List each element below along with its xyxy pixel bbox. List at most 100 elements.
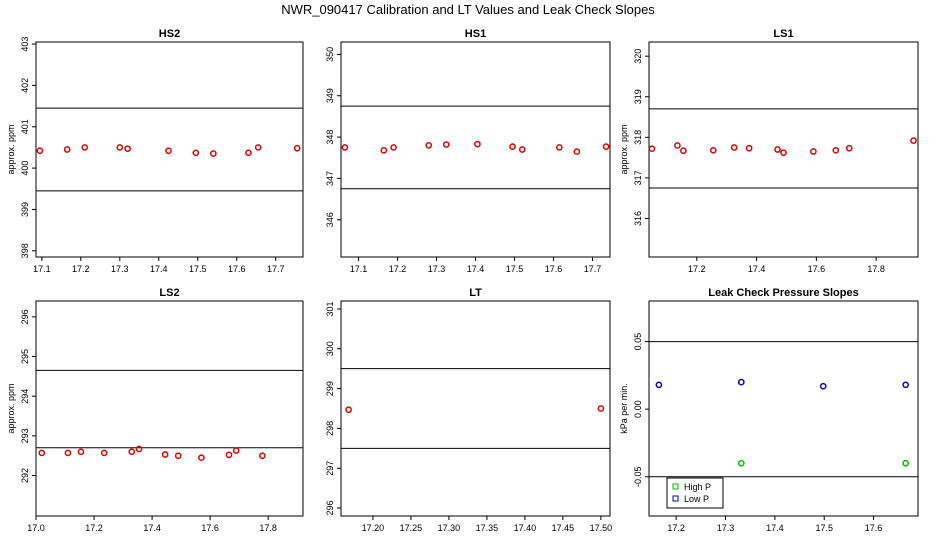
data-point: [674, 142, 681, 149]
x-tick-label: 17.1: [350, 264, 368, 274]
data-point: [655, 381, 663, 389]
data-point: [174, 452, 182, 460]
y-tick-label: 316: [633, 211, 643, 226]
data-point: [832, 146, 840, 154]
data-point: [745, 144, 753, 152]
data-point: [910, 137, 917, 144]
data-point: [128, 448, 136, 456]
y-tick-label: 401: [20, 119, 30, 134]
legend-label: High P: [684, 482, 711, 492]
data-point: [680, 147, 687, 155]
x-tick-label: 17.3: [428, 264, 446, 274]
data-point: [341, 144, 349, 151]
panel-title: LS2: [159, 287, 179, 299]
y-axis-label: approx. ppm: [6, 383, 16, 433]
x-tick-label: 17.3: [111, 264, 129, 274]
x-tick-label: 17.6: [808, 264, 826, 274]
data-point: [730, 144, 738, 151]
data-point: [509, 143, 516, 150]
x-tick-label: 17.2: [688, 264, 706, 274]
x-tick-label: 17.2: [667, 523, 685, 533]
data-point: [64, 449, 72, 457]
x-tick-label: 17.5: [506, 264, 524, 274]
x-tick-label: 17.6: [228, 264, 246, 274]
data-point: [810, 148, 817, 155]
panel-title: HS2: [159, 28, 180, 40]
y-tick-label: -0.05: [633, 467, 643, 488]
data-point: [192, 149, 200, 157]
data-point: [345, 406, 352, 414]
data-point: [602, 143, 610, 150]
panel-1: HS2 17.1 17.2 17.3 17.4 17.5 17.6 17.7 398 399 400…: [6, 28, 304, 274]
x-tick-label: 17.4: [143, 523, 161, 533]
data-point: [254, 144, 262, 151]
y-tick-label: 400: [20, 161, 30, 176]
data-point: [555, 144, 563, 151]
y-tick-label: 299: [325, 381, 335, 396]
panel-4: LS2 17.0 17.2 17.4 17.6 17.8 292 293 294 295 296 ap…: [6, 287, 304, 533]
data-point: [425, 142, 433, 149]
legend-marker: [672, 495, 679, 502]
panel-3: LS1 17.2 17.4 17.6 17.8 316 317 318 319 320 approx…: [619, 28, 919, 274]
plot-frame: [35, 300, 304, 517]
x-tick-label: 17.8: [259, 523, 277, 533]
x-tick-label: 17.30: [438, 523, 461, 533]
plot-frame: [35, 41, 304, 258]
y-axis-label: kPa per min.: [619, 383, 629, 434]
data-point: [81, 144, 89, 151]
legend-label: Low P: [684, 494, 709, 504]
x-tick-label: 17.7: [584, 264, 602, 274]
x-tick-label: 17.6: [545, 264, 563, 274]
y-tick-label: 292: [20, 468, 30, 483]
data-point: [38, 449, 46, 457]
data-point: [573, 148, 581, 155]
y-tick-label: 300: [325, 341, 335, 356]
data-point: [709, 146, 717, 154]
x-tick-label: 17.4: [150, 264, 168, 274]
data-point: [165, 147, 172, 155]
data-point: [245, 149, 252, 157]
legend-box: [666, 477, 724, 509]
y-tick-label: 318: [633, 130, 643, 145]
chart-panels: HS2 17.1 17.2 17.3 17.4 17.5 17.6 17.7 398 399 400…: [6, 28, 919, 533]
x-tick-label: 17.20: [362, 523, 385, 533]
y-tick-label: 296: [20, 309, 30, 324]
data-point: [774, 146, 781, 153]
x-tick-label: 17.4: [748, 264, 766, 274]
x-tick-label: 17.0: [27, 523, 45, 533]
x-tick-label: 17.5: [189, 264, 207, 274]
x-tick-label: 17.1: [33, 264, 51, 274]
x-tick-label: 17.3: [717, 523, 735, 533]
y-axis-label: approx. ppm: [6, 124, 16, 174]
data-point: [442, 141, 450, 148]
data-point: [135, 445, 143, 453]
data-point: [648, 145, 656, 153]
y-tick-label: 399: [20, 202, 30, 217]
data-point: [597, 405, 605, 412]
x-tick-label: 17.2: [85, 523, 103, 533]
plot-frame: [340, 300, 611, 517]
panel-title: LT: [469, 287, 482, 299]
data-point: [737, 459, 745, 467]
data-point: [161, 451, 169, 458]
data-point: [63, 146, 71, 153]
y-tick-label: 348: [325, 130, 335, 145]
x-tick-label: 17.5: [815, 523, 833, 533]
y-tick-label: 301: [325, 301, 335, 316]
data-point: [390, 144, 397, 151]
x-tick-label: 17.6: [865, 523, 883, 533]
x-tick-label: 17.40: [514, 523, 537, 533]
y-tick-label: 298: [325, 421, 335, 436]
plot-frame: [648, 300, 919, 517]
y-tick-label: 293: [20, 428, 30, 443]
y-tick-label: 349: [325, 88, 335, 103]
x-tick-label: 17.45: [552, 523, 575, 533]
x-tick-label: 17.7: [267, 264, 285, 274]
data-point: [819, 382, 827, 390]
data-point: [124, 145, 131, 153]
y-tick-label: 346: [325, 212, 335, 227]
y-tick-label: 296: [325, 501, 335, 516]
y-tick-label: 295: [20, 349, 30, 364]
panel-5: LT 17.20 17.25 17.30 17.35 17.40 17.45 17.50 296…: [325, 287, 612, 533]
data-point: [225, 451, 233, 459]
